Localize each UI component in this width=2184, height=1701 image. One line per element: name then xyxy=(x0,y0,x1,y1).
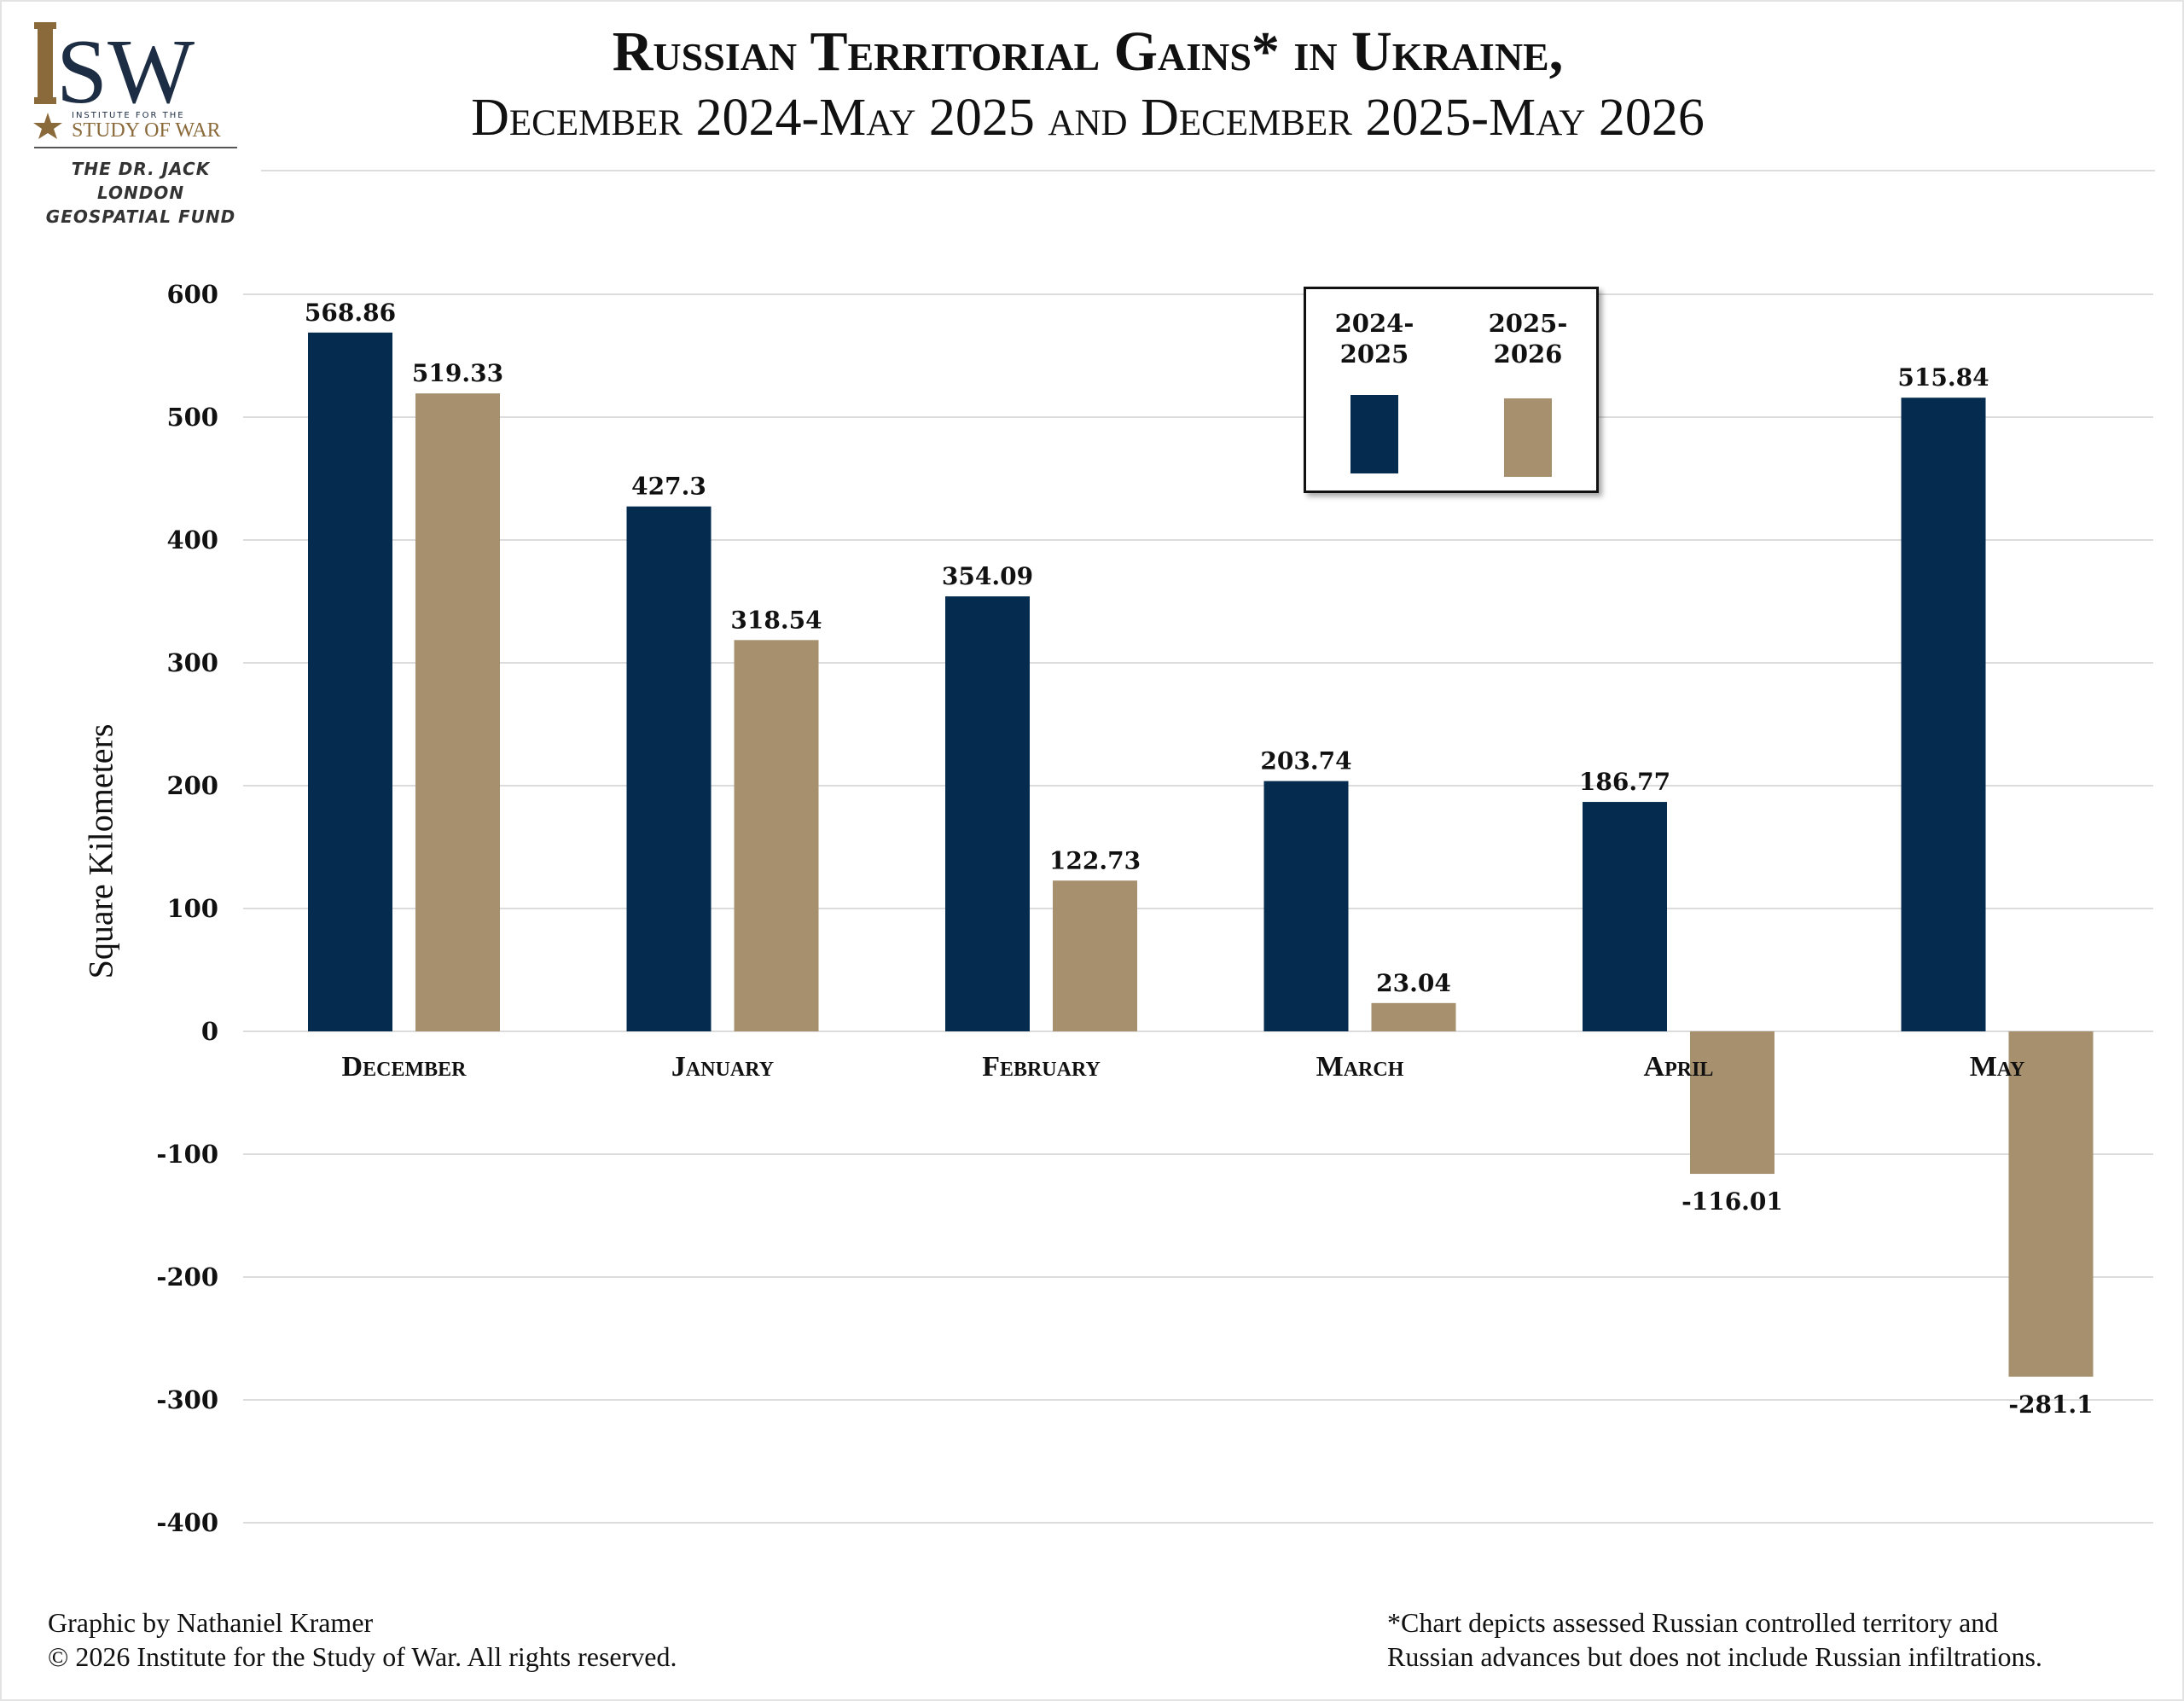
y-axis-title: Square Kilometers xyxy=(81,723,120,979)
isw-logo-mark: SW INSTITUTE FOR THE STUDY OF WAR xyxy=(33,21,237,148)
footnote: *Chart depicts assessed Russian controll… xyxy=(1387,1605,2172,1674)
legend-label-2024-2025-line2: 2025 xyxy=(1339,340,1409,369)
axis-labels: 600 500 400 300 200 100 0 -100 -200 -300 -400 Decem… xyxy=(156,280,2024,1537)
isw-logo: SW INSTITUTE FOR THE STUDY OF WAR xyxy=(31,17,253,213)
footnote-line-2: Russian advances but does not include Ru… xyxy=(1387,1641,2042,1672)
y-tick-label: 500 xyxy=(166,403,218,432)
y-tick-label: -100 xyxy=(156,1140,218,1169)
data-label: 23.04 xyxy=(1376,969,1451,997)
bars xyxy=(308,332,2094,1377)
y-tick-label: -300 xyxy=(156,1385,218,1414)
y-tick-label: 200 xyxy=(166,771,218,800)
legend: 2024- 2025 2025- 2026 xyxy=(1304,287,1599,493)
data-label: 318.54 xyxy=(730,606,822,634)
legend-label-2024-2025: 2024- 2025 xyxy=(1315,308,1434,369)
bar-january-2024-2025 xyxy=(626,506,712,1031)
x-category-label: May xyxy=(1970,1051,2025,1083)
legend-label-2024-2025-line1: 2024- xyxy=(1334,309,1414,338)
y-tick-label: 300 xyxy=(166,648,218,677)
legend-label-2025-2026-line2: 2026 xyxy=(1493,340,1563,369)
x-category-label: February xyxy=(982,1051,1101,1083)
bar-may-2025-2026 xyxy=(2008,1031,2094,1377)
x-category-label: March xyxy=(1316,1051,1404,1083)
gridlines xyxy=(243,293,2153,1524)
y-tick-label: 100 xyxy=(166,894,218,923)
data-label: 515.84 xyxy=(1897,363,1989,392)
fund-line-2: GEOSPATIAL FUND xyxy=(45,206,236,227)
chart-subtitle: December 2024-May 2025 and December 2025… xyxy=(471,89,1705,147)
x-category-label: January xyxy=(671,1051,774,1083)
y-tick-label: -200 xyxy=(156,1263,218,1292)
y-tick-label: 400 xyxy=(166,525,218,554)
data-label: 122.73 xyxy=(1049,846,1141,874)
footer-credits: Graphic by Nathaniel Kramer © 2026 Insti… xyxy=(48,1605,677,1674)
legend-swatch-2025-2026 xyxy=(1504,398,1552,477)
bar-january-2025-2026 xyxy=(734,640,819,1031)
title-divider xyxy=(261,170,2155,171)
bar-february-2025-2026 xyxy=(1053,880,1137,1031)
copyright-notice: © 2026 Institute for the Study of War. A… xyxy=(48,1641,677,1672)
data-label: 568.86 xyxy=(305,299,396,327)
chart-title-block: Russian Territorial Gains* in Ukraine, D… xyxy=(256,17,1920,148)
legend-swatch-2024-2025 xyxy=(1350,395,1398,473)
bar-april-2024-2025 xyxy=(1583,802,1667,1031)
chart-title: Russian Territorial Gains* in Ukraine, xyxy=(612,20,1564,83)
y-tick-label: -400 xyxy=(156,1508,218,1537)
fund-credit: THE DR. JACK LONDON GEOSPATIAL FUND xyxy=(26,157,256,229)
logo-subtitle-top: INSTITUTE FOR THE xyxy=(72,111,185,120)
x-category-label: December xyxy=(342,1051,468,1083)
y-tick-label: 0 xyxy=(201,1017,218,1046)
data-label: 354.09 xyxy=(942,562,1033,590)
data-label: 519.33 xyxy=(412,359,503,387)
data-label: 203.74 xyxy=(1260,747,1351,775)
fund-line-1: THE DR. JACK LONDON xyxy=(71,159,211,203)
data-labels: 568.86 519.33 427.3 318.54 354.09 122.73 203.7… xyxy=(305,299,2094,1419)
graphic-credit: Graphic by Nathaniel Kramer xyxy=(48,1607,374,1638)
x-category-label: April xyxy=(1644,1051,1714,1083)
data-label: 186.77 xyxy=(1579,768,1670,796)
svg-text:SW: SW xyxy=(56,21,195,123)
footnote-line-1: *Chart depicts assessed Russian controll… xyxy=(1387,1607,1999,1638)
logo-subtitle-bottom: STUDY OF WAR xyxy=(72,119,221,142)
bar-february-2024-2025 xyxy=(945,596,1030,1031)
data-label: -116.01 xyxy=(1682,1187,1783,1216)
bar-march-2025-2026 xyxy=(1371,1002,1456,1031)
bar-december-2025-2026 xyxy=(415,393,500,1031)
data-label: -281.1 xyxy=(2008,1390,2093,1419)
bar-march-2024-2025 xyxy=(1263,781,1349,1031)
bar-december-2024-2025 xyxy=(308,332,392,1031)
bar-may-2024-2025 xyxy=(1901,398,1986,1031)
bar-april-2025-2026 xyxy=(1690,1031,1774,1175)
legend-label-2025-2026-line1: 2025- xyxy=(1488,309,1568,338)
y-tick-label: 600 xyxy=(166,280,218,309)
data-label: 427.3 xyxy=(631,473,706,501)
legend-label-2025-2026: 2025- 2026 xyxy=(1468,308,1588,369)
